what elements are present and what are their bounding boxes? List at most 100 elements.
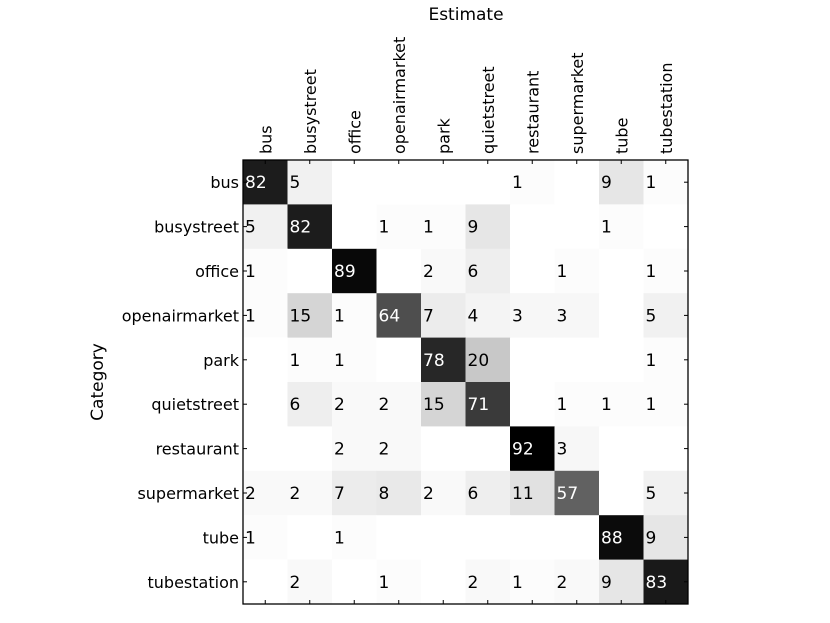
cell-value-label: 2 — [245, 484, 256, 504]
heatmap-cell — [376, 559, 422, 605]
cell-value-label: 3 — [557, 306, 568, 326]
heatmap-cell — [376, 337, 422, 383]
heatmap-cell — [510, 160, 555, 205]
heatmap-cell — [599, 426, 644, 472]
heatmap-cell — [332, 470, 377, 516]
heatmap-cell — [510, 382, 555, 427]
heatmap-cell — [465, 515, 511, 561]
heatmap-cell — [510, 248, 555, 294]
x-tick-label: tubestation — [657, 63, 676, 154]
heatmap-cell — [643, 382, 689, 427]
cell-value-label: 57 — [557, 484, 579, 504]
heatmap-cell — [465, 248, 511, 294]
heatmap-cell — [332, 293, 377, 339]
heatmap-cell — [465, 337, 511, 383]
heatmap-cell — [510, 470, 555, 516]
cell-value-label: 9 — [468, 218, 479, 238]
heatmap-cell — [332, 248, 377, 294]
cell-value-label: 15 — [423, 395, 445, 415]
heatmap-cell — [287, 426, 333, 472]
cell-value-label: 1 — [334, 306, 345, 326]
heatmap-cell — [332, 426, 377, 472]
heatmap-cell — [599, 160, 644, 205]
cell-value-label: 6 — [468, 262, 479, 282]
cell-value-label: 1 — [334, 528, 345, 548]
x-tick-labels: bus busystreet office openairmarket park quie… — [256, 37, 676, 154]
x-tick-label: openairmarket — [390, 37, 409, 154]
heatmap-cell — [287, 515, 333, 561]
heatmap-cell — [421, 337, 466, 383]
heatmap-cell — [643, 293, 689, 339]
cell-value-label: 2 — [290, 573, 301, 593]
cell-value-label: 1 — [245, 306, 256, 326]
heatmap-cell — [243, 248, 288, 294]
cell-value-label: 6 — [290, 395, 301, 415]
cell-value-label: 2 — [468, 573, 479, 593]
heatmap-cell — [510, 515, 555, 561]
y-tick-label: restaurant — [156, 440, 239, 459]
heatmap-cell — [243, 293, 288, 339]
cell-value-label: 11 — [512, 484, 534, 504]
y-tick-label: busystreet — [154, 218, 239, 237]
cell-value-label: 1 — [512, 573, 523, 593]
y-tick-label: park — [203, 351, 240, 370]
cell-value-label: 71 — [468, 395, 490, 415]
heatmap-cell — [421, 293, 466, 339]
heatmap-cell — [421, 160, 466, 205]
cell-value-label: 20 — [468, 351, 490, 371]
heatmap-cell — [554, 293, 600, 339]
cell-value-label: 3 — [557, 440, 568, 460]
heatmap-cell — [376, 470, 422, 516]
cell-value-label: 5 — [290, 173, 301, 193]
heatmap-cell — [554, 515, 600, 561]
cell-value-label: 2 — [379, 440, 390, 460]
heatmap-cell — [599, 337, 644, 383]
heatmap-cell — [599, 293, 644, 339]
cell-value-label: 1 — [379, 573, 390, 593]
heatmap-cell — [599, 382, 644, 427]
cell-value-label: 5 — [646, 484, 657, 504]
heatmap-cell — [465, 382, 511, 427]
x-tick-label: tube — [612, 118, 631, 154]
y-tick-label: supermarket — [137, 484, 239, 503]
y-axis-title: Category — [88, 343, 108, 421]
cell-value-label: 1 — [334, 351, 345, 371]
cell-value-label: 83 — [646, 573, 668, 593]
heatmap-cell — [465, 293, 511, 339]
cell-value-label: 1 — [290, 351, 301, 371]
heatmap-cell — [554, 204, 600, 250]
cell-value-label: 1 — [245, 528, 256, 548]
cell-value-label: 1 — [245, 262, 256, 282]
heatmap-cell — [376, 515, 422, 561]
heatmap-cell — [376, 160, 422, 205]
heatmap-cell — [376, 426, 422, 472]
heatmap-cell — [510, 337, 555, 383]
cell-value-label: 9 — [601, 573, 612, 593]
heatmap-cell — [376, 248, 422, 294]
heatmap-cell — [421, 248, 466, 294]
heatmap-cell — [421, 382, 466, 427]
cell-value-label: 1 — [646, 173, 657, 193]
heatmap-cell — [376, 293, 422, 339]
heatmap-cell — [243, 382, 288, 427]
cell-value-label: 1 — [646, 395, 657, 415]
heatmap-cell — [643, 426, 689, 472]
cell-value-label: 3 — [512, 306, 523, 326]
cell-value-label: 1 — [379, 218, 390, 238]
heatmap-cell — [421, 204, 466, 250]
heatmap-cell — [332, 559, 377, 605]
cell-value-label: 88 — [601, 528, 623, 548]
cell-value-label: 1 — [423, 218, 434, 238]
heatmap-cell — [421, 559, 466, 605]
heatmap-cell — [465, 559, 511, 605]
heatmap-cell — [643, 470, 689, 516]
heatmap-cell — [287, 293, 333, 339]
cell-value-label: 1 — [512, 173, 523, 193]
cell-value-label: 8 — [379, 484, 390, 504]
heatmap-cell — [510, 293, 555, 339]
heatmap-cell — [243, 559, 288, 605]
cell-value-label: 2 — [423, 484, 434, 504]
cell-value-label: 6 — [468, 484, 479, 504]
heatmap-cell — [332, 337, 377, 383]
cell-value-label: 9 — [601, 173, 612, 193]
